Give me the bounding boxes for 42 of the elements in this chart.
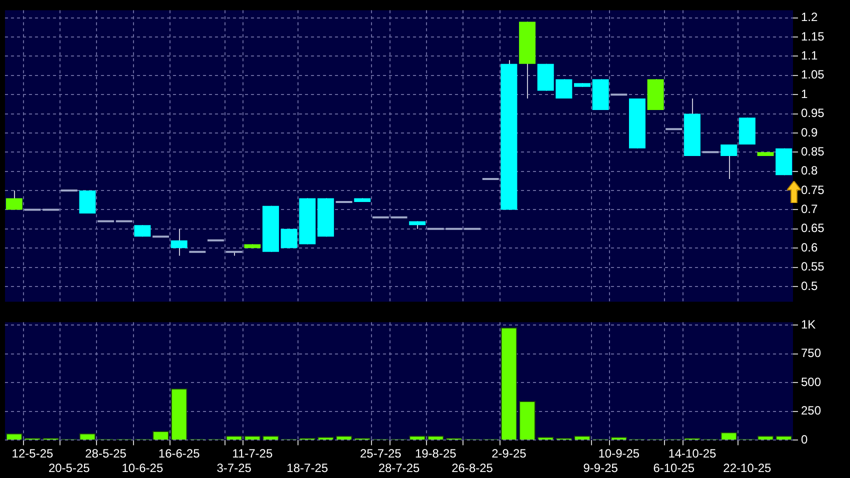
candlestick [79,190,96,214]
x-tick-label: 25-7-25 [360,446,402,461]
y-tick-label: 0.65 [801,221,825,236]
y-tick-label: 1K [801,317,816,332]
y-tick-label: 0.9 [801,125,818,140]
x-tick-label: 12-5-25 [12,446,54,461]
x-tick-label: 10-6-25 [122,461,164,476]
x-tick-label: 2-9-25 [492,446,527,461]
x-tick-label: 6-10-25 [653,461,695,476]
y-tick-label: 0.5 [801,278,818,293]
x-tick-label: 9-9-25 [583,461,618,476]
y-tick-label: 0 [801,432,808,447]
y-tick-label: 0.95 [801,106,825,120]
y-tick-label: 0.85 [801,144,825,158]
y-tick-label: 0.55 [801,260,825,274]
y-tick-label: 500 [801,374,822,389]
x-tick-label: 11-7-25 [232,446,273,461]
candlestick [720,144,738,180]
candlestick [6,190,22,210]
x-tick-label: 18-7-25 [286,461,328,476]
x-tick-label: 22-10-25 [723,461,772,476]
x-tick-label: 14-10-25 [668,446,717,461]
y-tick-label: 1.2 [801,10,818,24]
y-tick-label: 0.75 [801,182,825,197]
y-tick-label: 0.8 [801,164,818,178]
y-tick-label: 250 [801,404,822,418]
x-tick-label: 28-5-25 [85,446,127,461]
x-tick-label: 3-7-25 [216,461,252,476]
y-tick-label: 0.7 [801,202,818,216]
x-tick-label: 26-8-25 [452,461,494,476]
y-tick-label: 1.1 [801,48,818,63]
x-tick-label: 19-8-25 [414,446,457,461]
x-tick-label: 28-7-25 [378,461,420,476]
x-tick-label: 20-5-25 [48,461,90,476]
y-tick-label: 0.6 [801,240,818,254]
y-tick-label: 750 [801,346,822,360]
y-tick-label: 1 [801,86,808,101]
x-tick-label: 10-9-25 [598,446,640,461]
candlestick [170,228,188,256]
y-tick-label: 1.15 [801,29,825,44]
x-tick-label: 16-6-25 [158,446,200,461]
y-tick-label: 1.05 [801,68,825,82]
